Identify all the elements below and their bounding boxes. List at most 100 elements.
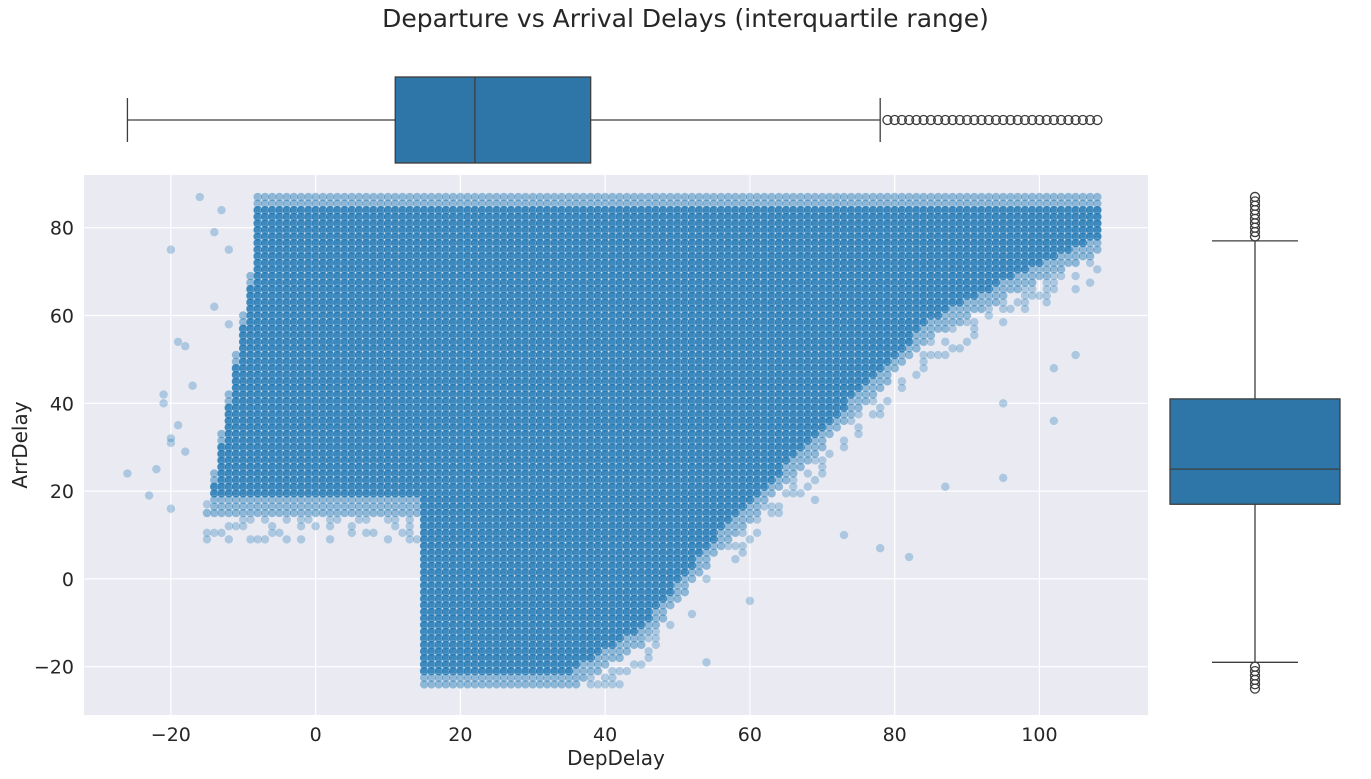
- scatter-point: [231, 495, 241, 505]
- scatter-point: [622, 646, 632, 656]
- scatter-point: [253, 501, 263, 512]
- scatter-point: [224, 534, 234, 545]
- scatter-point: [224, 501, 234, 512]
- scatter-point: [672, 593, 683, 604]
- scatter-point: [224, 495, 234, 505]
- scatter-point: [354, 508, 364, 518]
- scatter-point: [260, 534, 270, 545]
- scatter-point: [231, 501, 241, 512]
- scatter-point: [303, 501, 314, 512]
- scatter-point: [253, 192, 263, 202]
- scatter-point: [332, 508, 342, 518]
- scatter-point: [361, 501, 371, 512]
- scatter-point: [347, 501, 357, 512]
- scatter-point: [238, 508, 248, 518]
- scatter-point: [216, 508, 227, 518]
- scatter-point: [737, 528, 748, 538]
- scatter-point: [658, 613, 668, 624]
- scatter-point: [296, 514, 306, 525]
- scatter-point: [361, 528, 371, 538]
- scatter-point: [274, 192, 285, 202]
- scatter-point: [397, 501, 408, 512]
- scatter-point: [795, 462, 806, 472]
- scatter-point: [238, 501, 248, 512]
- scatter-point: [339, 192, 350, 202]
- scatter-point: [405, 534, 415, 545]
- scatter-point: [238, 521, 248, 531]
- scatter-point: [383, 495, 393, 505]
- scatter-point: [224, 508, 234, 518]
- scatter-point: [310, 521, 321, 531]
- scatter-point: [701, 560, 712, 571]
- scatter-point: [368, 528, 379, 538]
- scatter-point: [303, 508, 314, 518]
- scatter-point: [332, 514, 342, 525]
- scatter-point: [347, 508, 357, 518]
- scatter-point: [325, 534, 335, 545]
- scatter-point: [390, 508, 400, 518]
- scatter-point: [383, 192, 393, 202]
- scatter-point: [325, 495, 335, 505]
- scatter-point: [245, 508, 256, 518]
- scatter-point: [267, 495, 277, 505]
- scatter-point: [383, 534, 393, 545]
- scatter-point: [216, 501, 227, 512]
- scatter-point: [325, 514, 335, 525]
- scatter-point: [390, 521, 400, 531]
- scatter-point: [310, 501, 321, 512]
- scatter-point: [774, 508, 784, 518]
- scatter-point: [752, 528, 762, 538]
- scatter-point: [245, 534, 256, 545]
- scatter-point: [774, 482, 784, 492]
- chart-title: Departure vs Arrival Delays (interquarti…: [382, 4, 989, 33]
- scatter-point: [600, 659, 610, 670]
- scatter-point: [310, 508, 321, 518]
- scatter-point: [216, 528, 227, 538]
- scatter-point: [238, 514, 248, 525]
- scatter-point: [245, 495, 256, 505]
- scatter-point: [260, 495, 270, 505]
- scatter-point: [274, 495, 285, 505]
- scatter-point: [253, 495, 263, 505]
- scatter-point: [231, 521, 241, 531]
- scatter-point: [282, 495, 292, 505]
- scatter-point: [209, 508, 220, 518]
- scatter-point: [282, 508, 292, 518]
- scatter-point: [803, 482, 813, 492]
- scatter-point: [224, 521, 234, 531]
- scatter-point: [361, 192, 371, 202]
- scatter-point: [376, 508, 386, 518]
- scatter-point: [296, 521, 306, 531]
- scatter-point: [368, 508, 379, 518]
- scatter-point: [737, 547, 748, 558]
- scatter-point: [202, 534, 212, 545]
- scatter-point: [701, 574, 712, 584]
- scatter-point: [405, 495, 415, 505]
- scatter-point: [332, 501, 342, 512]
- scatter-point: [318, 192, 328, 202]
- scatter-point: [354, 495, 364, 505]
- scatter-point: [289, 501, 299, 512]
- scatter-point: [282, 192, 292, 202]
- scatter-point: [282, 534, 292, 545]
- scatter-point: [361, 514, 371, 525]
- scatter-point: [347, 495, 357, 505]
- scatter-point: [318, 495, 328, 505]
- scatter-point: [253, 534, 263, 545]
- scatter-point: [267, 521, 277, 531]
- scatter-point: [267, 192, 277, 202]
- scatter-point: [289, 495, 299, 505]
- scatter-point: [260, 192, 270, 202]
- scatter-point: [282, 501, 292, 512]
- scatter-point: [383, 508, 393, 518]
- scatter-point: [622, 666, 632, 676]
- scatter-point: [390, 192, 400, 202]
- scatter-point: [665, 620, 675, 630]
- scatter-point: [636, 659, 646, 670]
- scatter-point: [376, 192, 386, 202]
- scatter-point: [397, 508, 408, 518]
- scatter-point: [260, 501, 270, 512]
- scatter-point: [325, 192, 335, 202]
- scatter-point: [296, 534, 306, 545]
- scatter-point: [332, 495, 342, 505]
